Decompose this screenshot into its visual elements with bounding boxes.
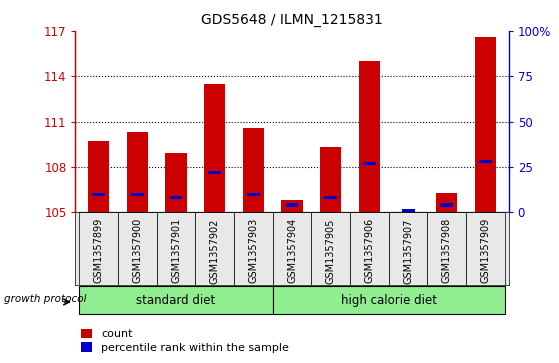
- Bar: [127, 132, 148, 212]
- Bar: [359, 61, 380, 212]
- Bar: [243, 128, 264, 212]
- Bar: [475, 37, 496, 212]
- Bar: [79, 286, 273, 314]
- Text: GSM1357905: GSM1357905: [326, 218, 336, 284]
- Text: GSM1357899: GSM1357899: [94, 218, 103, 284]
- Bar: [273, 212, 311, 285]
- Bar: [402, 209, 415, 212]
- Text: GSM1357901: GSM1357901: [171, 218, 181, 284]
- Legend: count, percentile rank within the sample: count, percentile rank within the sample: [81, 329, 289, 353]
- Bar: [440, 203, 453, 207]
- Bar: [281, 200, 303, 212]
- Text: GSM1357900: GSM1357900: [132, 218, 143, 284]
- Bar: [204, 84, 225, 212]
- Text: GSM1357904: GSM1357904: [287, 218, 297, 284]
- Bar: [169, 196, 182, 200]
- Bar: [428, 212, 466, 285]
- Text: GSM1357908: GSM1357908: [442, 218, 452, 284]
- Bar: [273, 286, 505, 314]
- Bar: [324, 196, 337, 200]
- Bar: [92, 192, 105, 196]
- Text: GSM1357902: GSM1357902: [210, 218, 220, 284]
- Bar: [389, 212, 428, 285]
- Text: growth protocol: growth protocol: [4, 294, 86, 304]
- Bar: [320, 147, 342, 212]
- Text: GSM1357906: GSM1357906: [364, 218, 375, 284]
- Bar: [311, 212, 350, 285]
- Bar: [165, 153, 187, 212]
- Bar: [363, 162, 376, 165]
- Title: GDS5648 / ILMN_1215831: GDS5648 / ILMN_1215831: [201, 13, 383, 27]
- Text: GSM1357907: GSM1357907: [403, 218, 413, 284]
- Bar: [88, 141, 110, 212]
- Bar: [436, 193, 457, 212]
- Bar: [466, 212, 505, 285]
- Bar: [79, 212, 118, 285]
- Bar: [234, 212, 273, 285]
- Text: GSM1357903: GSM1357903: [248, 218, 258, 284]
- Bar: [118, 212, 157, 285]
- Bar: [157, 212, 196, 285]
- Text: high calorie diet: high calorie diet: [341, 294, 437, 307]
- Bar: [131, 192, 144, 196]
- Bar: [247, 192, 260, 196]
- Bar: [286, 203, 299, 207]
- Text: standard diet: standard diet: [136, 294, 216, 307]
- Bar: [209, 171, 221, 174]
- Text: GSM1357909: GSM1357909: [481, 218, 490, 284]
- Bar: [479, 160, 492, 163]
- Bar: [196, 212, 234, 285]
- Bar: [350, 212, 389, 285]
